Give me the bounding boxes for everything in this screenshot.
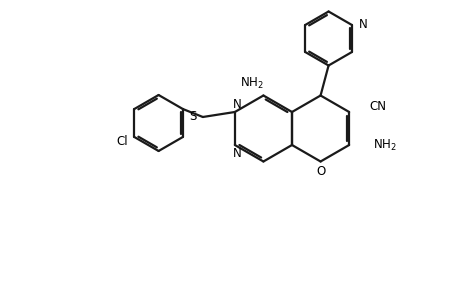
- Text: N: N: [232, 98, 241, 110]
- Text: NH$_2$: NH$_2$: [372, 137, 396, 153]
- Text: N: N: [358, 17, 367, 31]
- Text: NH$_2$: NH$_2$: [239, 76, 263, 91]
- Text: O: O: [315, 165, 325, 178]
- Text: CN: CN: [369, 100, 385, 112]
- Text: N: N: [232, 146, 241, 160]
- Text: S: S: [189, 110, 196, 122]
- Text: Cl: Cl: [117, 134, 128, 148]
